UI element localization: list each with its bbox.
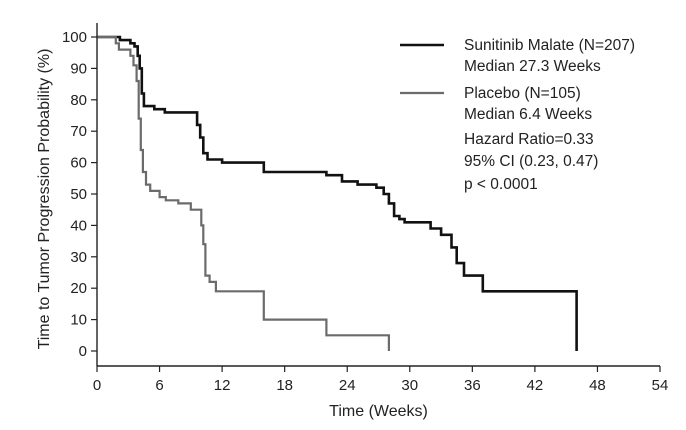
y-tick-label: 90: [70, 60, 87, 77]
x-tick-label: 54: [652, 377, 669, 394]
x-tick-label: 30: [401, 377, 418, 394]
y-tick-label: 30: [70, 249, 87, 266]
x-tick-label: 48: [589, 377, 606, 394]
legend: Sunitinib Malate (N=207) Median 27.3 Wee…: [400, 37, 635, 193]
legend-label-placebo: Placebo (N=105): [464, 85, 581, 102]
series-line-placebo: [97, 35, 390, 351]
y-axis-title: Time to Tumor Progression Probability (%…: [36, 49, 53, 350]
y-tick-label: 60: [70, 155, 87, 172]
series-line-sunitinib: [97, 35, 578, 351]
y-tick-label: 10: [70, 312, 87, 329]
x-axis-title: Time (Weeks): [329, 403, 428, 420]
x-axis-ticks: 0 6 12 18 24 30 36 42 48 54: [93, 366, 669, 394]
hazard-ratio-annotation: Hazard Ratio=0.33: [464, 131, 594, 148]
legend-label-sunitinib: Sunitinib Malate (N=207): [464, 37, 635, 54]
y-tick-label: 100: [62, 29, 87, 46]
x-tick-label: 12: [214, 377, 231, 394]
x-tick-label: 24: [339, 377, 356, 394]
y-tick-label: 70: [70, 123, 87, 140]
p-value-annotation: p < 0.0001: [464, 176, 538, 193]
y-tick-label: 80: [70, 92, 87, 109]
axes: 0 6 12 18 24 30 36 42 48 54 0 10 20 30 40 50 60 70 80 90 10…: [62, 23, 668, 394]
legend-median-sunitinib: Median 27.3 Weeks: [464, 58, 601, 75]
y-tick-label: 50: [70, 186, 87, 203]
y-tick-label: 20: [70, 280, 87, 297]
plot-area: [97, 35, 578, 351]
legend-median-placebo: Median 6.4 Weeks: [464, 106, 592, 123]
x-tick-label: 42: [527, 377, 544, 394]
y-axis-ticks: 0 10 20 30 40 50 60 70 80 90 100: [62, 29, 97, 360]
y-tick-label: 40: [70, 217, 87, 234]
y-tick-label: 0: [79, 343, 87, 360]
x-tick-label: 6: [155, 377, 163, 394]
x-tick-label: 0: [93, 377, 101, 394]
x-tick-label: 36: [464, 377, 481, 394]
confidence-interval-annotation: 95% CI (0.23, 0.47): [464, 153, 598, 170]
x-tick-label: 18: [276, 377, 293, 394]
